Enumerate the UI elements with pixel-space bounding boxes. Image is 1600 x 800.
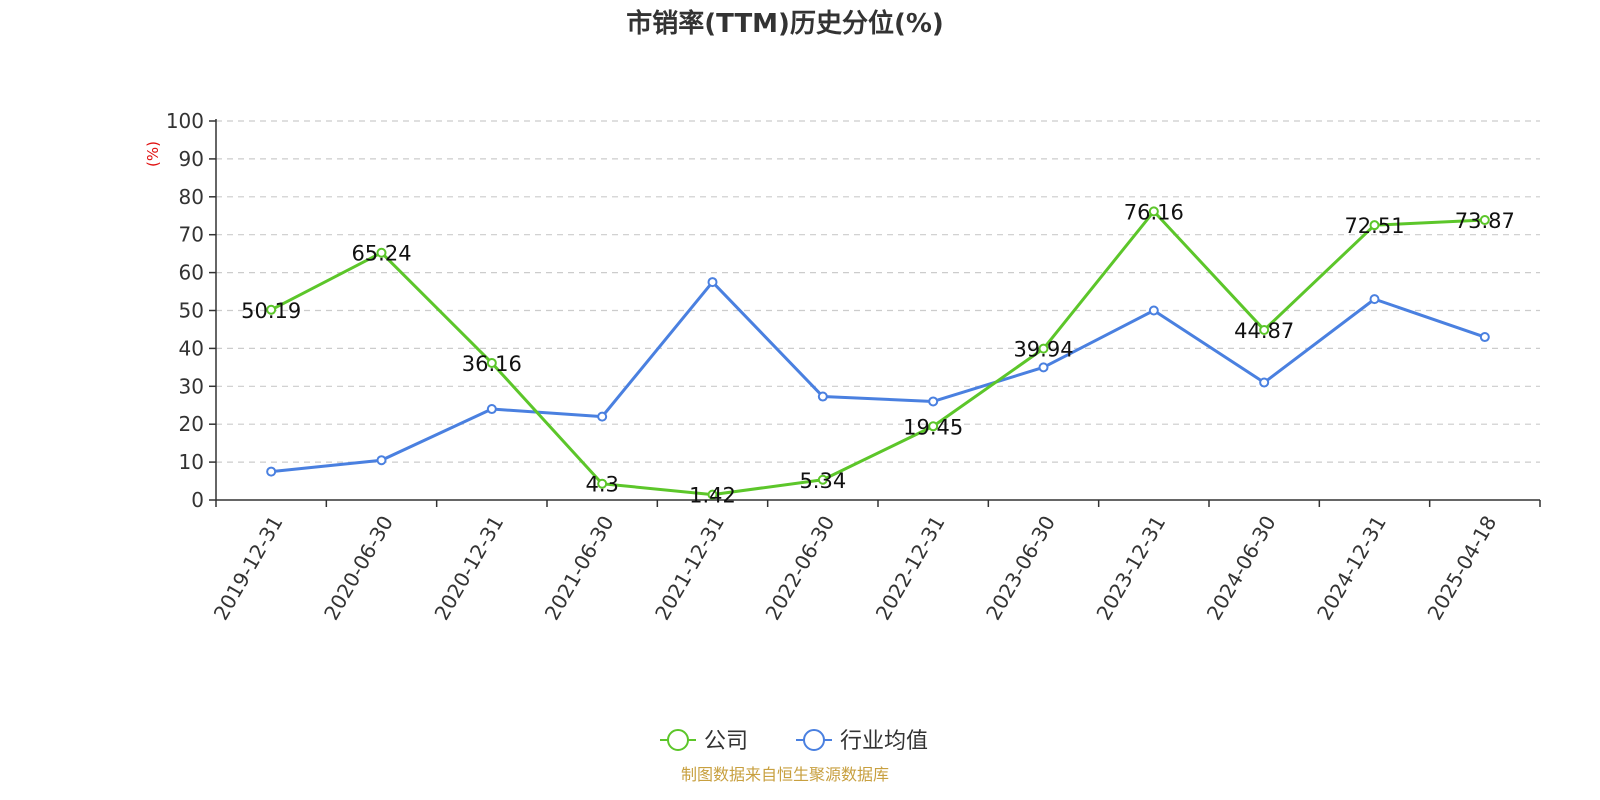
data-point[interactable] — [1479, 332, 1490, 343]
x-tick-label: 2022-12-31 — [871, 512, 950, 625]
y-tick-label: 100 — [166, 109, 204, 133]
x-tick-label: 2023-06-30 — [981, 512, 1060, 625]
y-tick-label: 60 — [179, 261, 204, 285]
data-point[interactable] — [597, 411, 608, 422]
x-tick-label: 2020-06-30 — [319, 512, 398, 625]
data-label: 4.3 — [585, 473, 618, 497]
x-tick-label: 2023-12-31 — [1091, 512, 1170, 625]
x-tick-label: 2019-12-31 — [209, 512, 288, 625]
data-label: 19.45 — [903, 415, 963, 439]
data-point[interactable] — [1259, 377, 1270, 388]
data-label: 76.16 — [1124, 200, 1184, 224]
grid-lines — [216, 120, 1540, 463]
y-tick-label: 40 — [179, 336, 204, 360]
data-point[interactable] — [486, 357, 497, 368]
data-point[interactable] — [376, 247, 387, 258]
data-label: 5.34 — [799, 469, 846, 493]
data-point[interactable] — [266, 466, 277, 477]
data-point[interactable] — [1259, 324, 1270, 335]
data-point[interactable] — [707, 489, 718, 500]
chart-title: 市销率(TTM)历史分位(%) — [626, 8, 944, 39]
data-point[interactable] — [266, 304, 277, 315]
data-label: 72.51 — [1344, 214, 1404, 238]
y-tick-label: 10 — [179, 450, 204, 474]
data-point[interactable] — [1148, 206, 1159, 217]
data-point[interactable] — [1148, 305, 1159, 316]
data-point[interactable] — [928, 421, 939, 432]
data-label: 65.24 — [351, 242, 411, 266]
series-line-0 — [270, 209, 1485, 497]
data-label: 1.42 — [689, 484, 736, 508]
legend-marker-icon — [667, 729, 689, 751]
legend-label: 公司 — [704, 729, 748, 754]
data-label: 50.19 — [241, 299, 301, 323]
data-label: 36.16 — [462, 352, 522, 376]
data-label: 44.87 — [1234, 319, 1294, 343]
y-tick-label: 30 — [179, 374, 204, 398]
x-tick-label: 2024-06-30 — [1202, 512, 1281, 625]
x-tick-label: 2024-12-31 — [1312, 512, 1391, 625]
source-note: 制图数据来自恒生聚源数据库 — [681, 765, 889, 784]
data-point[interactable] — [928, 396, 939, 407]
data-point[interactable] — [597, 478, 608, 489]
data-label: 39.94 — [1013, 338, 1073, 362]
legend-item-0[interactable]: 公司 — [660, 729, 748, 754]
y-tick-label: 90 — [179, 147, 204, 171]
y-tick-label: 80 — [179, 185, 204, 209]
series-layer — [266, 206, 1490, 500]
data-point[interactable] — [707, 277, 718, 288]
axes — [209, 119, 1541, 507]
data-point[interactable] — [1038, 362, 1049, 373]
data-point[interactable] — [1369, 220, 1380, 231]
x-tick-labels: 2019-12-31 2020-06-30 2020-12-31 2021-06-30… — [209, 512, 1502, 625]
y-tick-label: 50 — [179, 299, 204, 323]
data-point[interactable] — [376, 455, 387, 466]
data-label: 73.87 — [1455, 209, 1515, 233]
y-tick-label: 0 — [191, 488, 204, 512]
y-tick-label: 70 — [179, 223, 204, 247]
data-point[interactable] — [817, 474, 828, 485]
data-point[interactable] — [1038, 343, 1049, 354]
legend-item-1[interactable]: 行业均值 — [796, 729, 928, 754]
x-tick-label: 2021-12-31 — [650, 512, 729, 625]
legend-marker-icon — [803, 729, 825, 751]
data-labels: 50.19 65.24 36.16 4.3 1.42 5.34 19.45 39.94 76.1… — [241, 200, 1515, 507]
x-tick-label: 2021-06-30 — [540, 512, 619, 625]
series-line-1 — [271, 280, 1486, 474]
x-tick-label: 2020-12-31 — [429, 512, 508, 625]
x-tick-label: 2022-06-30 — [760, 512, 839, 625]
y-tick-label: 20 — [179, 412, 204, 436]
data-point[interactable] — [1479, 215, 1490, 226]
x-tick-label: 2025-04-18 — [1422, 512, 1501, 625]
data-point[interactable] — [486, 404, 497, 415]
data-point[interactable] — [1369, 294, 1380, 305]
legend[interactable]: 公司 行业均值 — [660, 729, 928, 754]
data-point[interactable] — [817, 391, 828, 402]
y-axis-unit: (%) — [144, 141, 162, 167]
y-tick-labels: 0 10 20 30 40 50 60 70 80 90 100 — [166, 109, 204, 512]
legend-label: 行业均值 — [840, 729, 928, 754]
